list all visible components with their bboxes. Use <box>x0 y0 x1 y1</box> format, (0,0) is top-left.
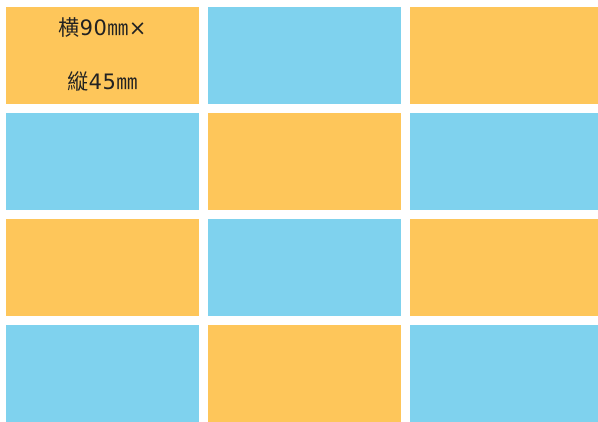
card-tile-r4-c1 <box>6 325 199 422</box>
card-tile-r2-c1 <box>6 113 199 210</box>
card-size-label-line-2: 縦45㎜ <box>67 70 138 94</box>
card-tile-r2-c3 <box>410 113 598 210</box>
card-tile-r1-c3 <box>410 7 598 104</box>
card-size-label-line-1: 横90㎜× <box>58 16 147 40</box>
card-tile-r3-c2 <box>208 219 401 316</box>
card-tile-r2-c2 <box>208 113 401 210</box>
card-tile-r1-c2 <box>208 7 401 104</box>
card-tile-r1-c1: 横90㎜× 縦45㎜ <box>6 7 199 104</box>
card-size-label: 横90㎜× 縦45㎜ <box>58 0 147 123</box>
card-tile-r4-c3 <box>410 325 598 422</box>
card-tile-r3-c1 <box>6 219 199 316</box>
card-tile-r4-c2 <box>208 325 401 422</box>
card-tile-r3-c3 <box>410 219 598 316</box>
